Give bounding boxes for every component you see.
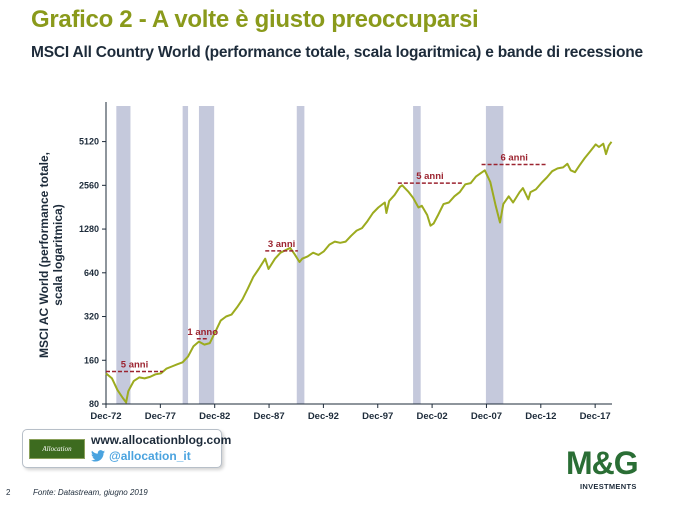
page-subtitle: MSCI All Country World (performance tota… — [31, 44, 643, 61]
x-tick-label: Dec-97 — [362, 411, 393, 422]
x-tick-label: Dec-72 — [90, 411, 121, 422]
x-tick-label: Dec-77 — [145, 411, 176, 422]
twitter-handle: @allocation_it — [109, 449, 191, 463]
page-number: 2 — [6, 488, 11, 497]
x-tick-label: Dec-82 — [199, 411, 230, 422]
x-tick-label: Dec-02 — [417, 411, 448, 422]
recession-band — [198, 106, 215, 404]
recovery-label: 5 anni — [121, 359, 148, 370]
source-note: Fonte: Datastream, giugno 2019 — [33, 488, 148, 497]
blog-link[interactable]: www.allocationblog.com — [91, 433, 232, 447]
recovery-label: 1 anno — [187, 327, 218, 338]
social-box: Allocation www.allocationblog.com @alloc… — [22, 429, 231, 468]
recession-band — [296, 106, 305, 404]
allocation-logo: Allocation — [29, 439, 85, 459]
y-axis-label: MSCI AC World (performance totale,scala … — [37, 152, 65, 358]
y-tick-label: 320 — [84, 312, 99, 322]
recession-band — [413, 106, 421, 404]
x-tick-label: Dec-17 — [580, 411, 611, 422]
x-tick-label: Dec-92 — [308, 411, 339, 422]
twitter-link[interactable]: @allocation_it — [91, 449, 191, 463]
recovery-label: 6 anni — [500, 153, 527, 164]
mg-logo-subtext: INVESTMENTS — [580, 482, 637, 491]
twitter-bird-icon — [91, 450, 105, 462]
page-title: Grafico 2 - A volte è giusto preoccupars… — [31, 6, 479, 33]
y-tick-label: 1280 — [79, 224, 99, 234]
y-tick-label: 5120 — [79, 137, 99, 147]
y-tick-label: 2560 — [79, 180, 99, 190]
x-tick-label: Dec-12 — [525, 411, 556, 422]
x-tick-label: Dec-87 — [253, 411, 284, 422]
recession-band — [182, 106, 189, 404]
mg-investments-logo: M&G INVESTMENTS — [566, 445, 658, 495]
mg-logo-text: M&G — [566, 445, 639, 481]
y-tick-label: 160 — [84, 355, 99, 365]
recession-band — [116, 106, 131, 404]
recession-band — [485, 106, 504, 404]
recovery-label: 5 anni — [416, 171, 443, 182]
recovery-label: 3 anni — [268, 239, 295, 250]
y-tick-label: 640 — [84, 268, 99, 278]
x-tick-label: Dec-07 — [471, 411, 502, 422]
msci-series-line — [105, 141, 613, 404]
y-tick-label: 80 — [89, 399, 99, 409]
